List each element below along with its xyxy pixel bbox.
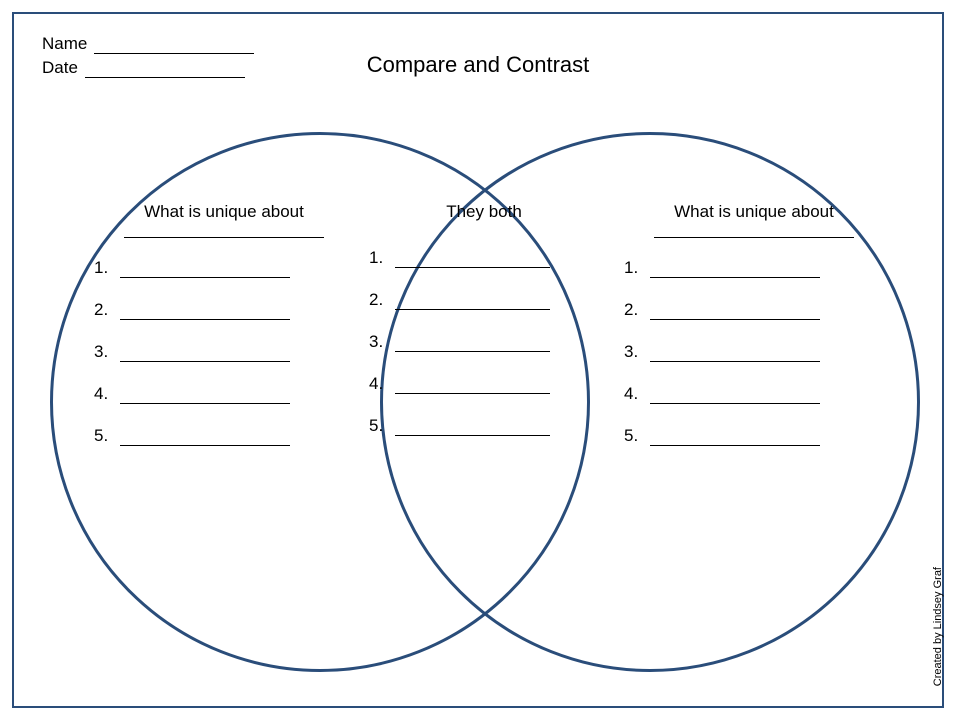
item-number: 3. [369,332,395,352]
center-heading: They both [369,202,599,222]
name-blank-line [94,37,254,54]
page-title: Compare and Contrast [367,52,590,78]
name-label: Name [42,34,87,54]
credit-text: Created by Lindsey Graf [932,567,944,686]
list-item: 5. [624,426,884,446]
venn-diagram: What is unique about 1. 2. 3. 4. 5. They… [14,122,942,682]
blank-line [120,387,290,404]
item-number: 2. [94,300,120,320]
blank-line [120,429,290,446]
blank-line [395,251,550,268]
right-heading: What is unique about [624,202,884,222]
date-blank-line [85,61,245,78]
list-item: 1. [94,258,354,278]
section-left: What is unique about 1. 2. 3. 4. 5. [94,202,354,468]
list-item: 3. [369,332,599,352]
item-number: 3. [94,342,120,362]
list-item: 1. [624,258,884,278]
item-number: 1. [369,248,395,268]
date-label: Date [42,58,78,78]
item-number: 5. [94,426,120,446]
item-number: 4. [369,374,395,394]
list-item: 5. [369,416,599,436]
list-item: 2. [369,290,599,310]
list-item: 5. [94,426,354,446]
header-block: Name Date [42,34,254,82]
name-row: Name [42,34,254,54]
item-number: 4. [624,384,650,404]
right-heading-blank [654,224,854,238]
item-number: 3. [624,342,650,362]
blank-line [395,419,550,436]
blank-line [650,429,820,446]
list-item: 1. [369,248,599,268]
item-number: 2. [369,290,395,310]
item-number: 5. [369,416,395,436]
blank-line [120,303,290,320]
item-number: 5. [624,426,650,446]
item-number: 2. [624,300,650,320]
blank-line [395,335,550,352]
left-heading-blank [124,224,324,238]
date-row: Date [42,58,254,78]
list-item: 4. [369,374,599,394]
item-number: 4. [94,384,120,404]
page-frame: Name Date Compare and Contrast What is u… [12,12,944,708]
section-center: They both 1. 2. 3. 4. 5. [369,202,599,458]
blank-line [650,261,820,278]
list-item: 2. [624,300,884,320]
blank-line [650,345,820,362]
section-right: What is unique about 1. 2. 3. 4. 5. [624,202,884,468]
blank-line [650,303,820,320]
left-heading: What is unique about [94,202,354,222]
blank-line [120,261,290,278]
list-item: 4. [94,384,354,404]
item-number: 1. [624,258,650,278]
blank-line [395,377,550,394]
blank-line [395,293,550,310]
item-number: 1. [94,258,120,278]
list-item: 3. [624,342,884,362]
blank-line [650,387,820,404]
list-item: 3. [94,342,354,362]
list-item: 4. [624,384,884,404]
list-item: 2. [94,300,354,320]
blank-line [120,345,290,362]
